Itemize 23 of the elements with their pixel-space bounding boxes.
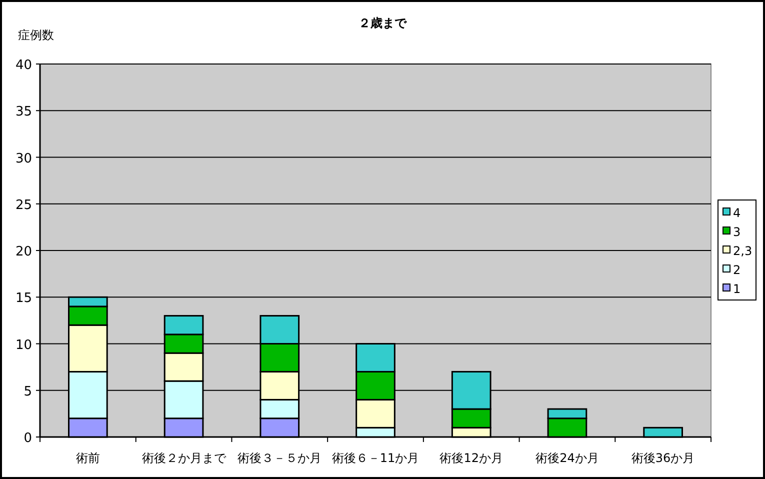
y-tick-label: 0 bbox=[24, 431, 32, 446]
y-tick-label: 40 bbox=[15, 58, 32, 73]
x-tick-label: 術後６－11か月 bbox=[332, 451, 420, 465]
legend-label: 2,3 bbox=[733, 244, 752, 258]
x-tick-label: 術後２か月まで bbox=[142, 451, 227, 465]
legend-label: 3 bbox=[733, 225, 741, 239]
chart-title: ２歳まで bbox=[358, 16, 408, 30]
legend-label: 1 bbox=[733, 282, 741, 296]
y-axis-title: 症例数 bbox=[18, 28, 54, 42]
legend-label: 2 bbox=[733, 263, 741, 277]
y-tick-label: 25 bbox=[15, 198, 32, 213]
x-tick-label: 術後36か月 bbox=[631, 451, 695, 465]
x-tick-label: 術後24か月 bbox=[536, 451, 599, 465]
y-tick-label: 20 bbox=[15, 244, 32, 260]
y-tick-label: 35 bbox=[15, 104, 32, 120]
x-tick-label: 術前 bbox=[76, 451, 100, 465]
y-tick-label: 15 bbox=[15, 291, 32, 306]
y-tick-label: 30 bbox=[15, 151, 32, 166]
x-tick-label: 術後12か月 bbox=[440, 451, 503, 465]
y-tick-label: 10 bbox=[15, 338, 32, 353]
x-tick-label: 術後３－５か月 bbox=[238, 451, 322, 465]
y-tick-label: 5 bbox=[24, 384, 32, 400]
legend-label: 4 bbox=[733, 206, 741, 220]
